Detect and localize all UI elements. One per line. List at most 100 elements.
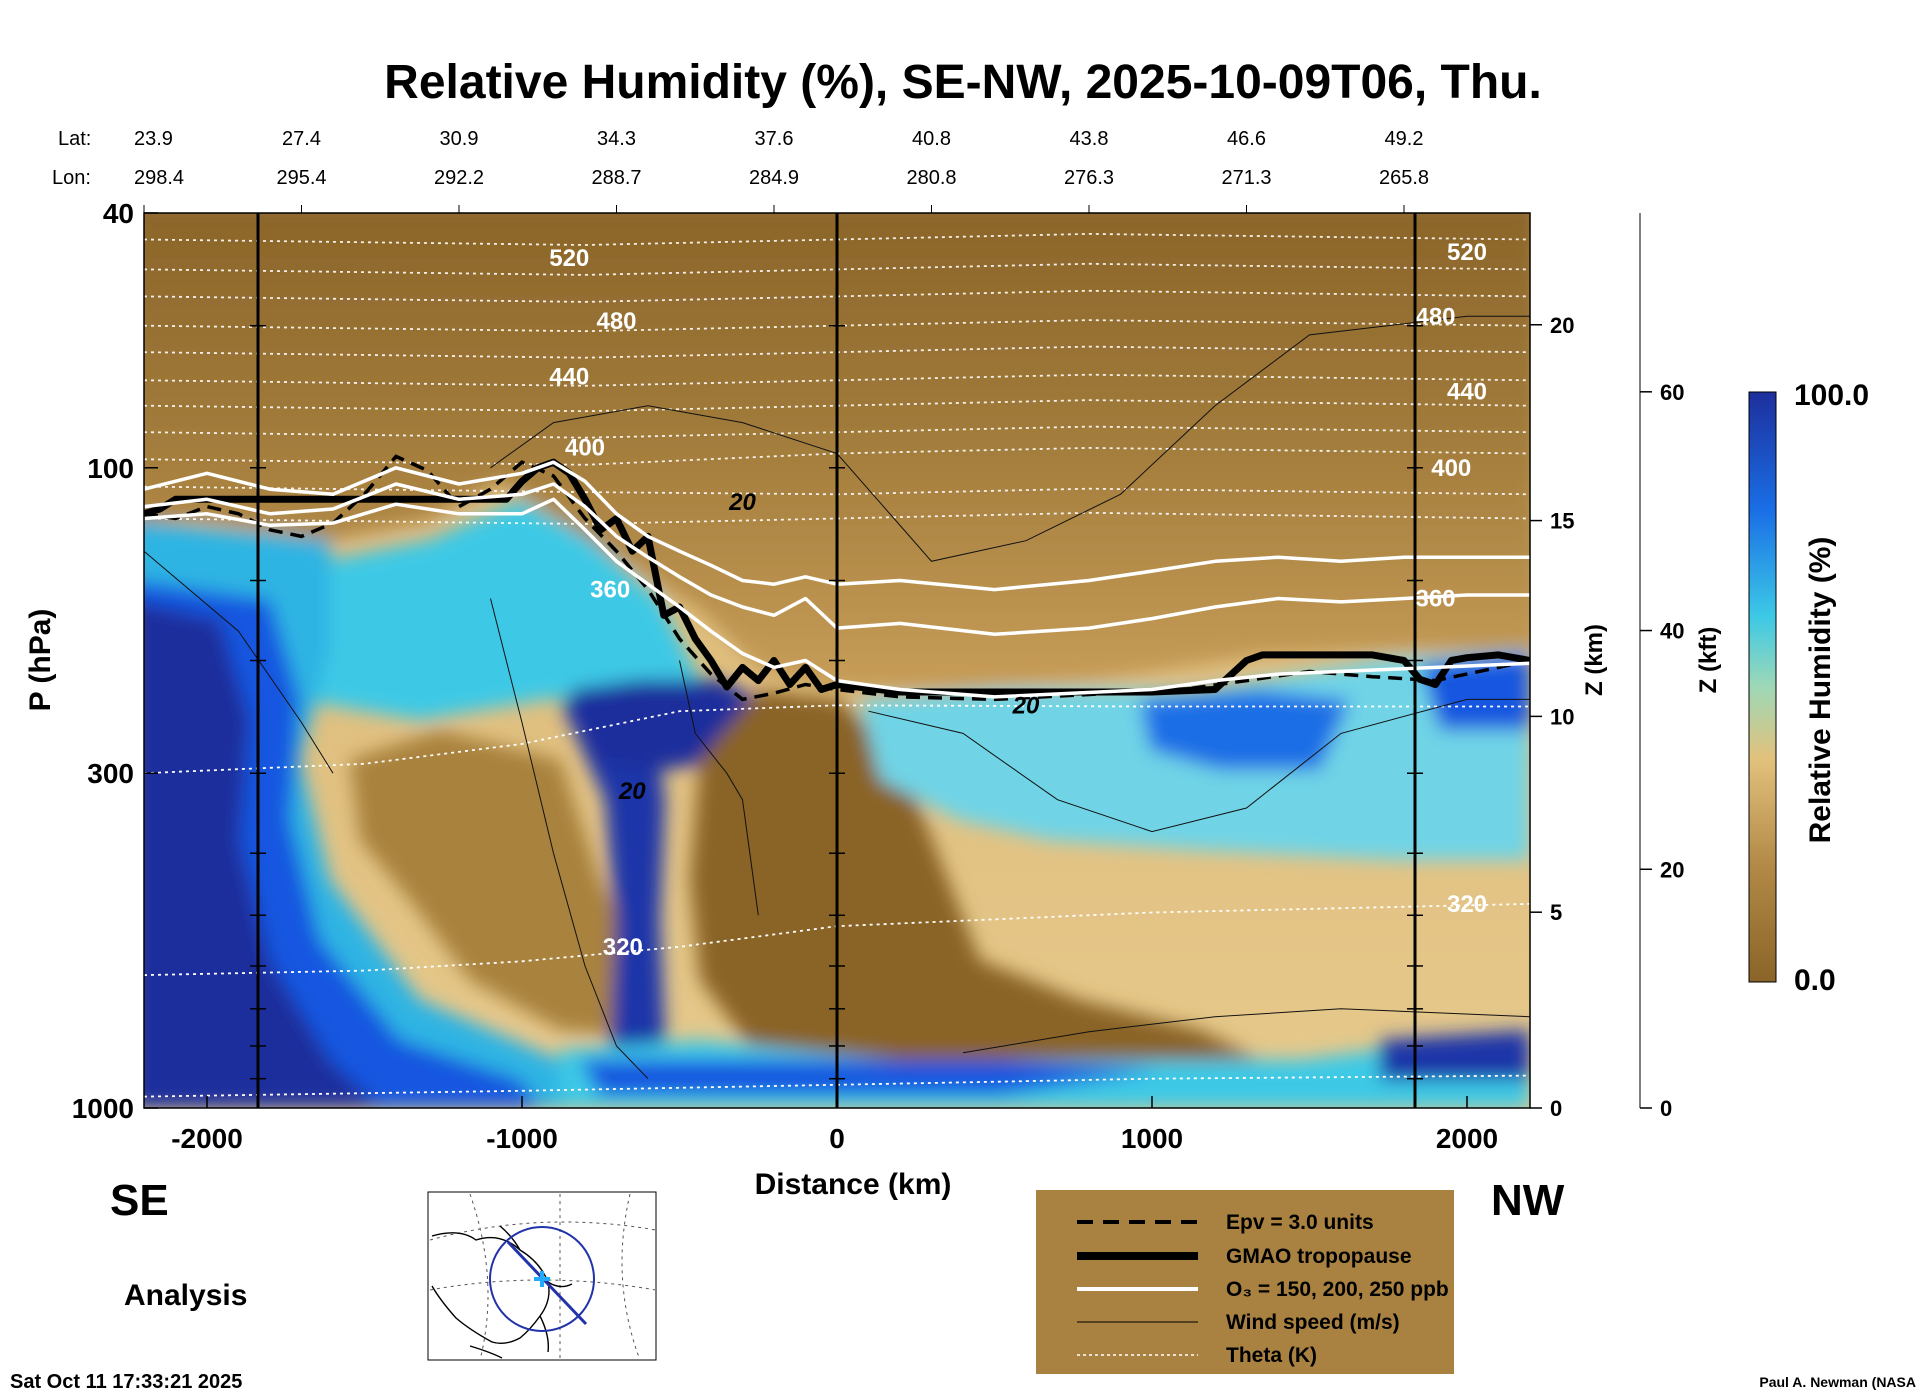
colorbar-min-label: 0.0	[1794, 964, 1836, 997]
y-tick-label: 100	[87, 453, 134, 484]
wind-contour	[679, 660, 759, 916]
lat-value: 49.2	[1385, 128, 1424, 150]
y-tick-label: 1000	[72, 1093, 134, 1124]
tropical-core	[144, 603, 380, 1108]
location-map	[427, 1191, 657, 1361]
theta-label: 400	[1431, 455, 1471, 482]
lon-value: 298.4	[134, 167, 184, 189]
x-tick-label: -1000	[486, 1123, 558, 1154]
z-km-tick-label: 15	[1550, 509, 1574, 534]
theta-label: 440	[1447, 378, 1487, 405]
z-km-axis: 0 5 10 15 20	[1529, 213, 1574, 1121]
theta-label: 360	[590, 577, 630, 604]
z-kft-tick-label: 20	[1660, 857, 1684, 882]
y-tick-label: 40	[103, 198, 134, 229]
x-tick-label: -2000	[171, 1123, 243, 1154]
colorbar-max-label: 100.0	[1794, 379, 1869, 412]
convective-column	[560, 700, 665, 1108]
theta-label: 520	[1447, 239, 1487, 266]
nw-upper-moist-core	[1420, 655, 1530, 730]
wind-contour	[868, 698, 1530, 833]
wind-speed-contours	[144, 315, 1530, 1080]
latlon-header: Lat: Lon: 23.9 298.4 27.4 295.4 30.9 292.2 34.…	[52, 128, 1429, 213]
theta-label: 480	[596, 308, 636, 335]
y-axis: 40 100 300 1000	[72, 198, 158, 1124]
wind-label: 20	[1012, 692, 1040, 719]
theta-label: 320	[1447, 891, 1487, 918]
map-center-icon	[534, 1271, 550, 1287]
lon-value: 271.3	[1221, 167, 1271, 189]
lat-value: 30.9	[440, 128, 479, 150]
analysis-label: Analysis	[124, 1279, 247, 1312]
colorbar-title: Relative Humidity (%)	[1804, 537, 1837, 844]
lon-value: 284.9	[749, 167, 799, 189]
x-tick-label: 1000	[1121, 1123, 1183, 1154]
lat-value: 43.8	[1070, 128, 1109, 150]
lon-value: 288.7	[591, 167, 641, 189]
colorbar: 100.0 0.0 Relative Humidity (%)	[1748, 379, 1869, 997]
chart-title: Relative Humidity (%), SE-NW, 2025-10-09…	[384, 56, 1542, 109]
wind-label: 20	[618, 778, 646, 805]
z-kft-tick-label: 40	[1660, 619, 1684, 644]
x-axis-label: Distance (km)	[755, 1168, 952, 1201]
legend-label-ozone: O₃ = 150, 200, 250 ppb	[1226, 1278, 1449, 1301]
dry-descent-region	[690, 690, 1260, 1080]
theta-label: 440	[549, 363, 589, 390]
nw-moist-core	[1140, 690, 1350, 770]
wind-contour	[962, 1008, 1530, 1054]
legend: Epv = 3.0 units GMAO tropopause O₃ = 150…	[1036, 1190, 1454, 1374]
lon-value: 265.8	[1379, 167, 1429, 189]
z-kft-tick-label: 60	[1660, 380, 1684, 405]
vertical-markers	[250, 213, 1423, 1108]
theta-contour	[144, 903, 1530, 976]
lat-value: 34.3	[597, 128, 636, 150]
x-tick-label: 2000	[1436, 1123, 1498, 1154]
series-ozone-line-2	[144, 460, 1530, 592]
wind-contour	[144, 550, 334, 774]
lat-value: 40.8	[912, 128, 951, 150]
lat-value: 27.4	[282, 128, 321, 150]
y-tick-label: 300	[87, 758, 134, 789]
theta-label: 320	[603, 934, 643, 961]
dry-slot-mid	[350, 730, 660, 1040]
z-km-tick-label: 0	[1550, 1096, 1562, 1121]
colorbar-gradient	[1748, 391, 1777, 983]
z-kft-label: Z (kft)	[1695, 627, 1722, 694]
series-ozone-line-3	[144, 482, 1530, 637]
legend-label-theta: Theta (K)	[1226, 1344, 1317, 1367]
nw-surface-moist	[1380, 1030, 1530, 1080]
z-km-tick-label: 20	[1550, 313, 1574, 338]
wind-contour	[490, 315, 1530, 562]
lon-label: Lon:	[52, 167, 91, 189]
wind-labels: 20 20 20	[618, 489, 1040, 805]
z-kft-axis: 0 20 40 60	[1639, 213, 1684, 1121]
lat-label: Lat:	[58, 128, 91, 150]
lat-value: 37.6	[755, 128, 794, 150]
lat-value: 23.9	[134, 128, 173, 150]
theta-contour	[144, 704, 1530, 775]
z-km-label: Z (km)	[1581, 624, 1608, 696]
z-km-tick-label: 5	[1550, 900, 1562, 925]
series-ozone-line-4	[144, 497, 1530, 699]
lon-value: 276.3	[1064, 167, 1114, 189]
nw-label: NW	[1491, 1176, 1565, 1225]
series-tropopause-line-1	[144, 458, 1530, 696]
se-label: SE	[110, 1176, 169, 1225]
y-axis-label: P (hPa)	[24, 609, 57, 712]
timestamp: Sat Oct 11 17:33:21 2025	[10, 1371, 242, 1393]
legend-label-epv: Epv = 3.0 units	[1226, 1211, 1374, 1234]
wind-contour	[490, 598, 649, 1080]
wind-label: 20	[728, 489, 756, 516]
chart-series	[144, 454, 1530, 702]
theta-label: 360	[1415, 585, 1455, 612]
credit: Paul A. Newman (NASA	[1759, 1374, 1916, 1390]
x-axis: -2000 -1000 0 1000 2000	[171, 1096, 1498, 1154]
lat-value: 46.6	[1227, 128, 1266, 150]
lon-value: 292.2	[434, 167, 484, 189]
theta-label: 400	[565, 435, 605, 462]
x-tick-label: 0	[829, 1123, 845, 1154]
theta-label: 520	[549, 245, 589, 272]
map-section-line	[506, 1240, 588, 1326]
